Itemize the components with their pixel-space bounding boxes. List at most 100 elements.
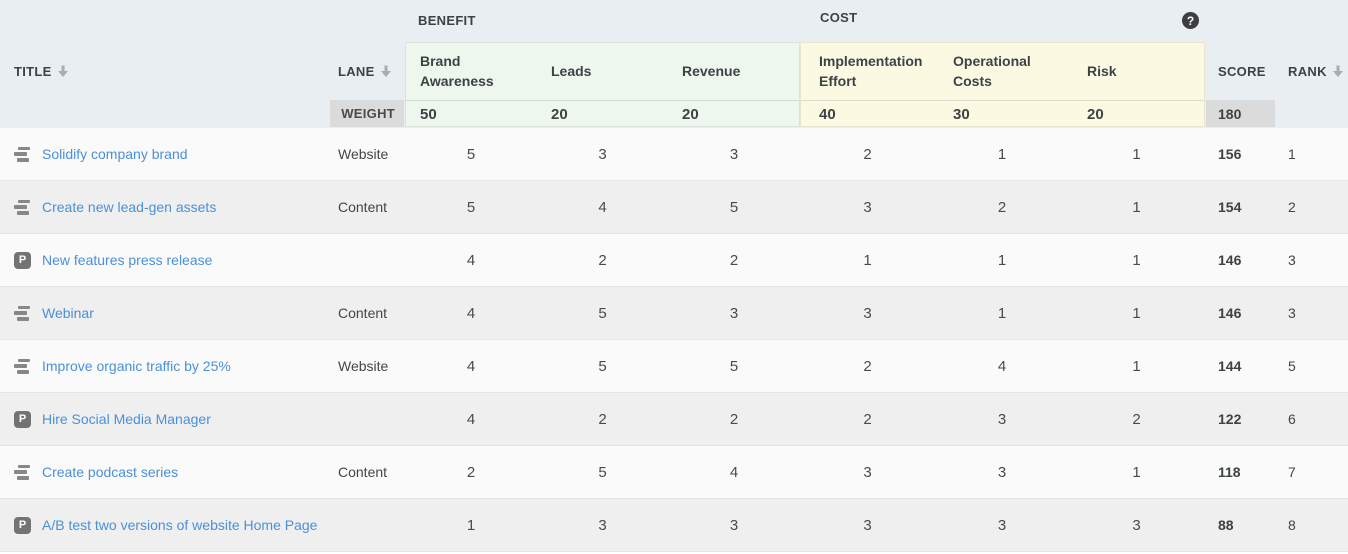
value-revenue[interactable]: 3: [729, 145, 739, 163]
value-brand-awareness[interactable]: 4: [466, 304, 476, 322]
benefit-column-headers: Brand Awareness Leads Revenue: [406, 43, 799, 100]
table-body: Solidify company brand Website 5 3 3 2 1…: [0, 128, 1348, 552]
lane-column-label: LANE: [338, 64, 375, 79]
item-title-link[interactable]: New features press release: [42, 252, 213, 268]
value-implementation-effort[interactable]: 2: [863, 410, 872, 428]
value-operational-costs[interactable]: 3: [997, 463, 1007, 481]
table-row: Solidify company brand Website 5 3 3 2 1…: [0, 128, 1348, 181]
value-revenue[interactable]: 5: [729, 198, 739, 216]
lane-cell: Website: [338, 146, 389, 162]
value-risk[interactable]: 3: [1132, 516, 1141, 534]
value-implementation-effort[interactable]: 1: [863, 251, 872, 269]
value-risk[interactable]: 1: [1132, 145, 1141, 163]
value-brand-awareness[interactable]: 4: [466, 410, 476, 428]
value-operational-costs[interactable]: 1: [997, 145, 1007, 163]
value-operational-costs[interactable]: 3: [997, 516, 1007, 534]
value-leads[interactable]: 5: [598, 304, 607, 322]
value-revenue[interactable]: 4: [729, 463, 739, 481]
item-title-link[interactable]: Create new lead-gen assets: [42, 199, 217, 215]
item-title-link[interactable]: Create podcast series: [42, 464, 179, 480]
value-leads[interactable]: 5: [598, 463, 607, 481]
value-leads[interactable]: 2: [598, 251, 607, 269]
value-implementation-effort[interactable]: 2: [863, 357, 872, 375]
table-row: P New features press release 4 2 2 1 1 1…: [0, 234, 1348, 287]
score-cell: 154: [1218, 199, 1242, 215]
help-icon[interactable]: ?: [1182, 12, 1199, 29]
value-revenue[interactable]: 3: [729, 304, 739, 322]
score-cell: 88: [1218, 517, 1234, 533]
weight-operational-costs[interactable]: 30: [953, 105, 970, 123]
weight-implementation-effort[interactable]: 40: [819, 105, 836, 123]
item-lines-icon: [14, 305, 31, 321]
rank-cell: 8: [1288, 517, 1296, 533]
value-brand-awareness[interactable]: 4: [466, 357, 476, 375]
value-operational-costs[interactable]: 3: [997, 410, 1007, 428]
value-risk[interactable]: 1: [1132, 463, 1141, 481]
value-implementation-effort[interactable]: 3: [863, 304, 872, 322]
cost-weight-row: 40 30 20: [801, 100, 1204, 127]
value-implementation-effort[interactable]: 3: [863, 463, 872, 481]
value-implementation-effort[interactable]: 3: [863, 198, 872, 216]
sort-down-icon: [1332, 65, 1344, 78]
value-risk[interactable]: 1: [1132, 357, 1141, 375]
title-cell: P Hire Social Media Manager: [0, 410, 330, 428]
value-operational-costs[interactable]: 1: [997, 304, 1007, 322]
value-revenue[interactable]: 2: [729, 251, 739, 269]
value-brand-awareness[interactable]: 5: [466, 145, 476, 163]
item-title-link[interactable]: Webinar: [42, 305, 94, 321]
value-leads[interactable]: 3: [598, 145, 607, 163]
score-cell: 156: [1218, 146, 1242, 162]
item-title-link[interactable]: Improve organic traffic by 25%: [42, 358, 231, 374]
score-cell: 144: [1218, 358, 1242, 374]
score-cell: 146: [1218, 305, 1242, 321]
value-leads[interactable]: 2: [598, 410, 607, 428]
value-revenue[interactable]: 3: [729, 516, 739, 534]
column-header-title[interactable]: TITLE: [14, 64, 69, 79]
rank-cell: 6: [1288, 411, 1296, 427]
weight-revenue[interactable]: 20: [682, 105, 699, 123]
table-row: Create podcast series Content 2 5 4 3 3 …: [0, 446, 1348, 499]
value-risk[interactable]: 2: [1132, 410, 1141, 428]
value-operational-costs[interactable]: 1: [997, 251, 1007, 269]
lane-cell: Website: [338, 358, 389, 374]
title-cell: P A/B test two versions of website Home …: [0, 516, 330, 534]
value-operational-costs[interactable]: 4: [997, 357, 1007, 375]
title-cell: Solidify company brand: [0, 146, 330, 162]
weight-leads[interactable]: 20: [551, 105, 568, 123]
weight-brand-awareness[interactable]: 50: [420, 105, 437, 123]
parked-item-icon: P: [14, 410, 31, 428]
value-brand-awareness[interactable]: 5: [466, 198, 476, 216]
column-header-lane[interactable]: LANE: [338, 64, 392, 79]
value-brand-awareness[interactable]: 1: [466, 516, 476, 534]
value-risk[interactable]: 1: [1132, 251, 1141, 269]
table-row: Webinar Content 4 5 3 3 1 1 146 3: [0, 287, 1348, 340]
value-brand-awareness[interactable]: 4: [466, 251, 476, 269]
item-title-link[interactable]: A/B test two versions of website Home Pa…: [42, 517, 318, 533]
value-operational-costs[interactable]: 2: [997, 198, 1007, 216]
column-header-rank[interactable]: RANK: [1288, 64, 1344, 79]
table-row: Improve organic traffic by 25% Website 4…: [0, 340, 1348, 393]
item-title-link[interactable]: Hire Social Media Manager: [42, 411, 211, 427]
value-risk[interactable]: 1: [1132, 304, 1141, 322]
value-implementation-effort[interactable]: 2: [863, 145, 872, 163]
column-header-score[interactable]: SCORE: [1218, 64, 1266, 79]
value-revenue[interactable]: 2: [729, 410, 739, 428]
lane-cell: Content: [338, 305, 388, 321]
value-implementation-effort[interactable]: 3: [863, 516, 872, 534]
score-cell: 122: [1218, 411, 1242, 427]
value-leads[interactable]: 4: [598, 198, 607, 216]
title-cell: Improve organic traffic by 25%: [0, 358, 330, 374]
score-column-label: SCORE: [1218, 64, 1266, 79]
item-lines-icon: [14, 464, 31, 480]
value-revenue[interactable]: 5: [729, 357, 739, 375]
value-leads[interactable]: 3: [598, 516, 607, 534]
value-risk[interactable]: 1: [1132, 198, 1141, 216]
weight-risk[interactable]: 20: [1087, 105, 1104, 123]
rank-cell: 1: [1288, 146, 1296, 162]
table-row: P Hire Social Media Manager 4 2 2 2 3 2 …: [0, 393, 1348, 446]
item-title-link[interactable]: Solidify company brand: [42, 146, 188, 162]
value-leads[interactable]: 5: [598, 357, 607, 375]
table-header: TITLE LANE BENEFIT COST ? SCORE RANK: [0, 0, 1348, 128]
value-brand-awareness[interactable]: 2: [466, 463, 476, 481]
column-header-brand-awareness: Brand Awareness: [420, 52, 494, 89]
